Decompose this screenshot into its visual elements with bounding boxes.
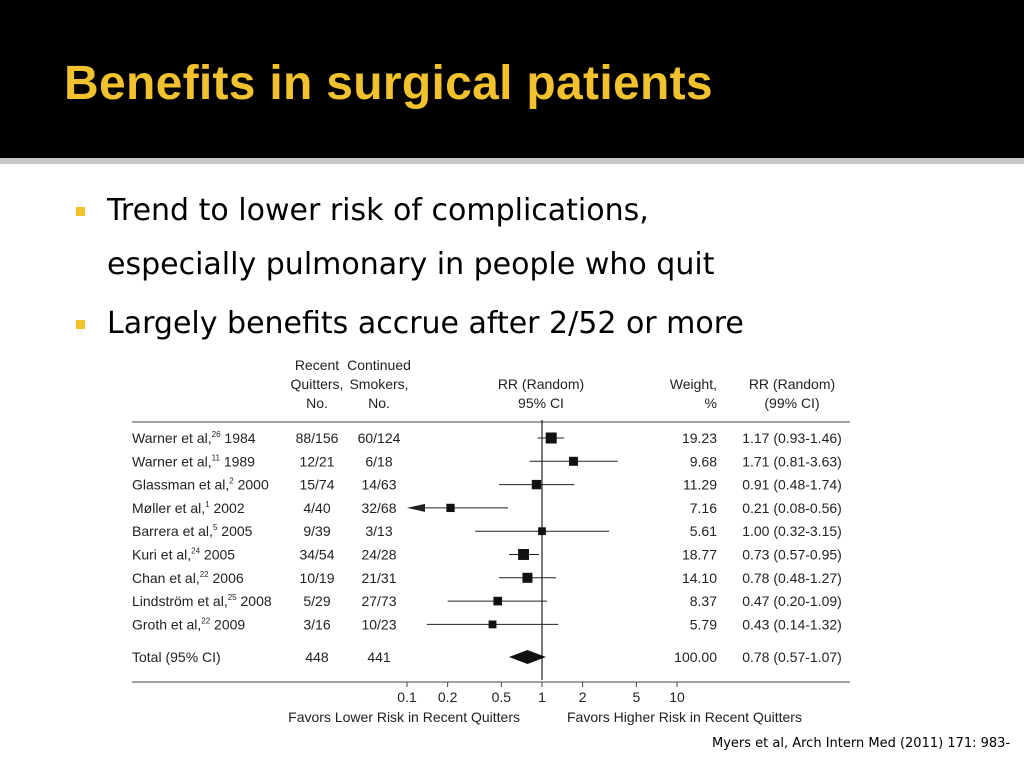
smokers-count: 3/13 — [365, 523, 392, 539]
study-rr-ci: 1.17 (0.93-1.46) — [742, 430, 842, 446]
smokers-count: 27/73 — [361, 593, 396, 609]
smokers-count: 21/31 — [361, 570, 396, 586]
study-label: Barrera et al,5 2005 — [132, 523, 253, 539]
study-rr-ci: 1.00 (0.32-3.15) — [742, 523, 842, 539]
study-weight: 8.37 — [690, 593, 717, 609]
quitters-count: 10/19 — [299, 570, 334, 586]
total-label: Total (95% CI) — [132, 649, 221, 665]
point-estimate-marker — [568, 456, 578, 466]
smokers-count: 24/28 — [361, 547, 396, 563]
bullet-text-line: Trend to lower risk of complications, — [107, 193, 649, 228]
pooled-estimate-diamond — [509, 650, 546, 664]
column-header-smokers: Smokers, — [349, 376, 408, 392]
quitters-count: 88/156 — [296, 430, 339, 446]
column-header-quitters: Quitters, — [291, 376, 344, 392]
bullet-square-icon — [76, 207, 85, 216]
smokers-count: 14/63 — [361, 477, 396, 493]
study-rr-ci: 1.71 (0.81-3.63) — [742, 453, 842, 469]
column-header-rr: 95% CI — [518, 395, 564, 411]
study-label: Warner et al,11 1989 — [132, 453, 255, 469]
study-weight: 11.29 — [683, 477, 717, 493]
study-rr-ci: 0.47 (0.20-1.09) — [742, 593, 842, 609]
quitters-count: 12/21 — [299, 453, 334, 469]
x-tick-label: 10 — [669, 689, 685, 705]
column-header-quitters: No. — [306, 395, 328, 411]
quitters-count: 9/39 — [303, 523, 330, 539]
quitters-count: 4/40 — [303, 500, 330, 516]
ci-arrow-icon — [407, 503, 425, 512]
study-rr-ci: 0.91 (0.48-1.74) — [742, 477, 842, 493]
smokers-count: 60/124 — [358, 430, 401, 446]
study-label: Chan et al,22 2006 — [132, 570, 244, 586]
x-tick-label: 2 — [579, 689, 587, 705]
x-tick-label: 0.2 — [438, 689, 458, 705]
study-label: Kuri et al,24 2005 — [132, 547, 235, 563]
total-quitters: 448 — [305, 649, 329, 665]
forest-plot: Recent Quitters, No. Continued Smokers, No. RR… — [132, 357, 850, 725]
column-header-rr: RR (Random) — [498, 376, 584, 392]
quitters-count: 15/74 — [299, 477, 334, 493]
quitters-count: 34/54 — [299, 547, 334, 563]
study-weight: 14.10 — [682, 570, 717, 586]
x-tick-label: 1 — [538, 689, 546, 705]
smokers-count: 32/68 — [361, 500, 396, 516]
quitters-count: 5/29 — [303, 593, 330, 609]
slide-content: Trend to lower risk of complications, es… — [0, 164, 1024, 768]
quitters-count: 3/16 — [303, 616, 330, 632]
study-rr-ci: 0.73 (0.57-0.95) — [742, 547, 842, 563]
column-header-rr99: RR (Random) — [749, 376, 835, 392]
total-rr-ci: 0.78 (0.57-1.07) — [742, 649, 842, 665]
column-header-quitters: Recent — [295, 357, 339, 373]
point-estimate-marker — [531, 479, 542, 490]
study-rr-ci: 0.43 (0.14-1.32) — [742, 616, 842, 632]
favors-right-label: Favors Higher Risk in Recent Quitters — [567, 709, 802, 725]
study-rr-ci: 0.78 (0.48-1.27) — [742, 570, 842, 586]
column-header-weight: % — [705, 395, 717, 411]
column-header-rr99: (99% CI) — [764, 395, 819, 411]
smokers-count: 6/18 — [365, 453, 392, 469]
study-label: Warner et al,26 1984 — [132, 430, 256, 446]
study-label: Møller et al,1 2002 — [132, 500, 245, 516]
column-header-smokers: Continued — [347, 357, 411, 373]
column-header-weight: Weight, — [670, 376, 717, 392]
slide-header: Benefits in surgical patients — [0, 0, 1024, 158]
study-weight: 7.16 — [690, 500, 717, 516]
study-weight: 5.79 — [690, 616, 717, 632]
study-weight: 5.61 — [690, 523, 717, 539]
study-weight: 18.77 — [682, 547, 717, 563]
column-header-smokers: No. — [368, 395, 390, 411]
total-weight: 100.00 — [674, 649, 717, 665]
study-label: Groth et al,22 2009 — [132, 616, 245, 632]
study-label: Glassman et al,2 2000 — [132, 477, 269, 493]
point-estimate-marker — [518, 549, 530, 560]
x-tick-label: 5 — [632, 689, 640, 705]
study-label: Lindström et al,25 2008 — [132, 593, 272, 609]
x-tick-label: 0.1 — [397, 689, 417, 705]
bullet-text-line: Largely benefits accrue after 2/52 or mo… — [107, 306, 744, 341]
bullet-text-line: especially pulmonary in people who quit — [107, 247, 715, 282]
total-smokers: 441 — [367, 649, 391, 665]
study-rr-ci: 0.21 (0.08-0.56) — [742, 500, 842, 516]
smokers-count: 10/23 — [361, 616, 396, 632]
favors-left-label: Favors Lower Risk in Recent Quitters — [288, 709, 520, 725]
point-estimate-marker — [545, 432, 557, 444]
point-estimate-marker — [538, 527, 546, 536]
study-weight: 19.23 — [682, 430, 717, 446]
slide-title: Benefits in surgical patients — [64, 57, 713, 110]
header-divider — [0, 158, 1024, 164]
study-weight: 9.68 — [690, 453, 717, 469]
point-estimate-marker — [522, 572, 533, 583]
x-tick-label: 0.5 — [492, 689, 512, 705]
bullet-square-icon — [76, 320, 85, 329]
point-estimate-marker — [446, 503, 455, 513]
point-estimate-marker — [488, 620, 497, 629]
point-estimate-marker — [493, 596, 503, 606]
citation: Myers et al, Arch Intern Med (2011) 171:… — [712, 736, 1011, 751]
